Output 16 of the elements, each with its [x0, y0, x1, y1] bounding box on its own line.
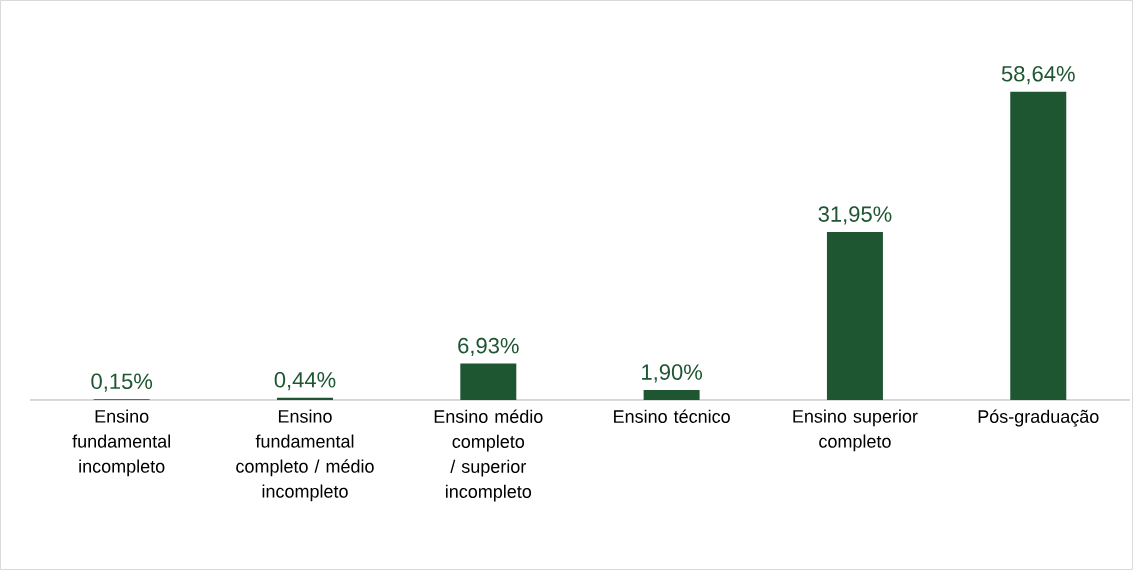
- x-tick-label: Ensino fundamental incompleto: [72, 409, 170, 477]
- data-label: 58,64%: [1001, 65, 1075, 85]
- bar: [1010, 91, 1067, 400]
- x-tick-label: Ensino fundamental completo / médio incompleto: [236, 409, 374, 502]
- x-tick-label: Ensino superior completo: [793, 409, 918, 452]
- data-label: 31,95%: [818, 206, 892, 225]
- x-tick-label: Ensino médio completo / superior incompleto: [434, 409, 543, 502]
- x-tick-label: Ensino técnico: [614, 409, 730, 423]
- x-tick-label: Pós-graduação: [978, 409, 1099, 427]
- data-label: 1,90%: [642, 364, 703, 383]
- bar: [643, 390, 700, 400]
- data-label: 6,93%: [458, 337, 519, 357]
- bar: [460, 363, 517, 400]
- data-label: 0,44%: [274, 371, 336, 391]
- data-label: 0,15%: [91, 373, 153, 392]
- bar: [826, 231, 883, 400]
